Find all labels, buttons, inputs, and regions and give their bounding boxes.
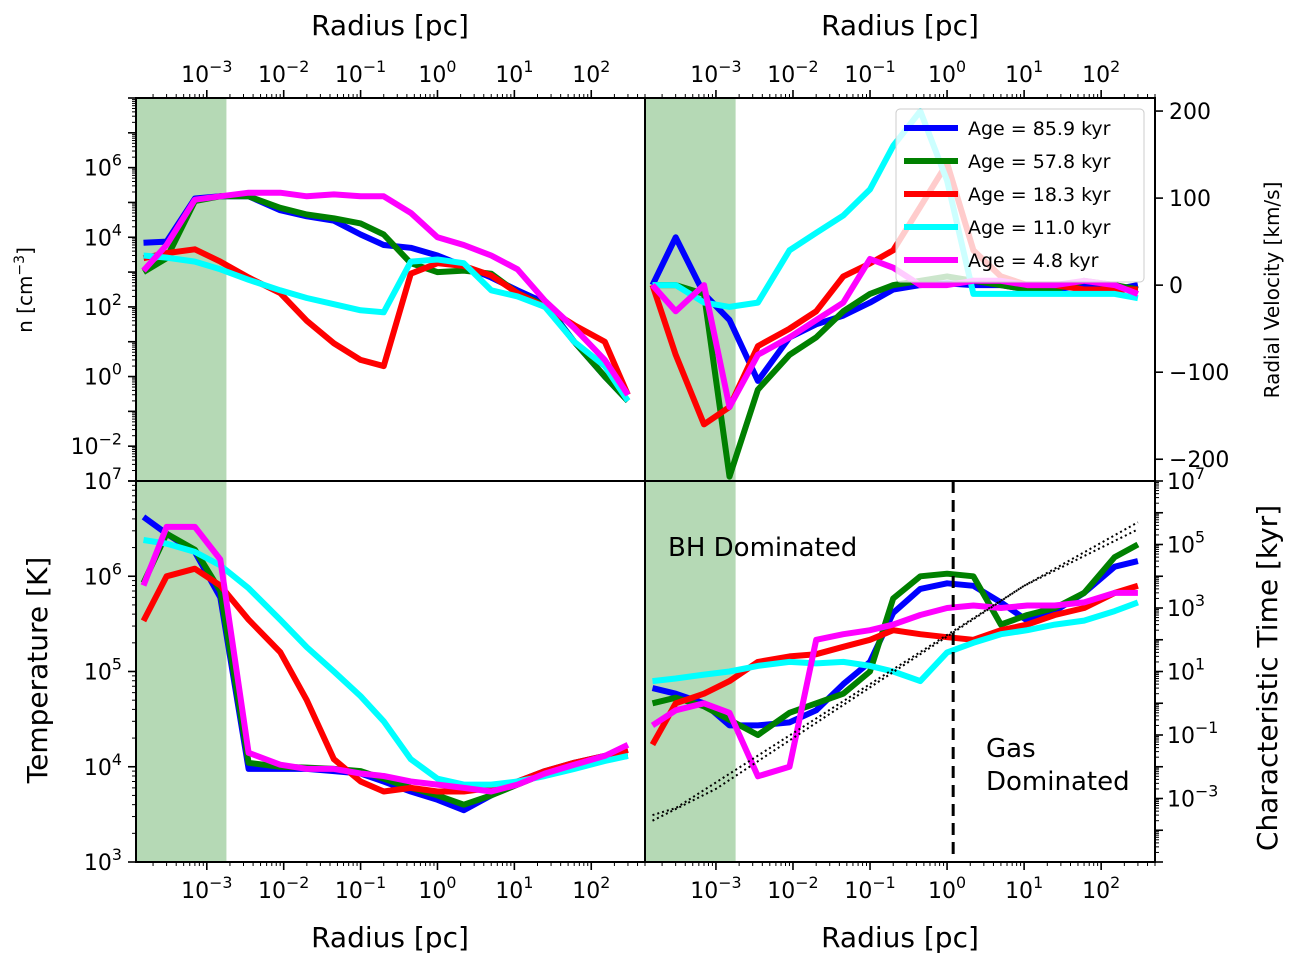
- y-tick-label: 100: [84, 360, 122, 391]
- y-tick-label: 106: [84, 151, 122, 182]
- y-tick-label: 104: [84, 220, 122, 251]
- x-tick-label: 100: [928, 873, 966, 904]
- series-line: [651, 558, 1139, 729]
- legend-label: Age = 11.0 kyr: [968, 217, 1111, 239]
- series-line: [141, 189, 631, 397]
- x-tick-label: 101: [495, 57, 533, 88]
- x-tick-label: 10−2: [767, 873, 818, 904]
- y-tick-label: 104: [84, 750, 122, 781]
- legend-label: Age = 18.3 kyr: [968, 184, 1111, 206]
- y-tick-label: 10−3: [1167, 782, 1218, 813]
- series-line: [652, 108, 1139, 310]
- y-tick-label: 200: [1169, 100, 1211, 125]
- y-tick-label: 107: [84, 464, 122, 495]
- x-tick-label: 10−1: [844, 873, 895, 904]
- x-tick-label: 100: [928, 57, 966, 88]
- x-tick-label: 10−2: [258, 57, 309, 88]
- y-tick-label: −100: [1169, 361, 1229, 386]
- temperature-y-label: Temperature [K]: [21, 557, 54, 784]
- bottom-left-x-label: Radius [pc]: [311, 921, 469, 954]
- panels: 10−3 10−2 10−1 100 101 10210−210010210410610−…: [71, 57, 1230, 904]
- series-group: [649, 108, 1139, 480]
- dotted-line: [652, 521, 1139, 822]
- dotted-line: [652, 528, 1139, 817]
- time-y-label: Characteristic Time [kyr]: [1251, 505, 1284, 851]
- series-line: [652, 273, 1139, 480]
- y-tick-label: 100: [1169, 187, 1211, 212]
- series-line: [650, 589, 1138, 780]
- series-line: [143, 252, 631, 403]
- panel-characteristic-time: 10−3 10−2 10−1 100 101 102 10−3 10−1 101 103 105 10…: [644, 464, 1218, 904]
- y-tick-label: −200: [1169, 448, 1229, 473]
- legend-label: Age = 57.8 kyr: [968, 151, 1111, 173]
- y-tick-label: 103: [1167, 591, 1205, 622]
- y-tick-label: 103: [84, 845, 122, 876]
- series-group: [141, 189, 631, 403]
- panel-radial-velocity: 10−3 10−2 10−1 100 101 102 −200 −100 0 100 200 Age …: [644, 57, 1229, 482]
- legend-label: Age = 4.8 kyr: [968, 250, 1099, 272]
- gas-label: Gas: [986, 734, 1036, 764]
- bh-dominated-label: BH Dominated: [668, 533, 857, 563]
- x-tick-label: 10−1: [335, 873, 386, 904]
- series-line: [652, 599, 1139, 685]
- x-tick-label: 10−3: [690, 873, 741, 904]
- y-tick-label: 10−1: [1167, 718, 1218, 749]
- x-tick-label: 10−2: [258, 873, 309, 904]
- x-tick-label: 10−1: [844, 57, 895, 88]
- gas-dominated-label: Dominated: [986, 767, 1130, 797]
- x-tick-label: 101: [1005, 873, 1043, 904]
- top-right-x-label: Radius [pc]: [821, 9, 979, 42]
- series-group: [140, 514, 630, 814]
- panel-temperature: 10−3 10−2 10−1 100 101 102 103 104 105 106 107: [84, 464, 646, 904]
- x-tick-label: 10−3: [181, 57, 232, 88]
- velocity-y-label: Radial Velocity [km/s]: [1260, 182, 1284, 399]
- y-tick-label: 10−2: [71, 429, 122, 460]
- density-y-label: n [cm−3]: [12, 247, 37, 333]
- series-group: [649, 481, 1140, 862]
- x-tick-label: 102: [572, 873, 610, 904]
- y-tick-label: 107: [1167, 464, 1205, 495]
- x-tick-label: 10−2: [767, 57, 818, 88]
- y-tick-label: 101: [1167, 655, 1205, 686]
- series-line: [140, 523, 630, 795]
- x-tick-label: 10−1: [335, 57, 386, 88]
- y-tick-label: 105: [1167, 528, 1205, 559]
- y-tick-label: 0: [1169, 274, 1183, 299]
- panel-density: 10−3 10−2 10−1 100 101 102 10−2 100 102 104 106: [71, 57, 646, 482]
- y-tick-label: 105: [84, 655, 122, 686]
- x-tick-label: 102: [1082, 57, 1120, 88]
- x-tick-label: 10−3: [690, 57, 741, 88]
- x-tick-label: 102: [572, 57, 610, 88]
- bottom-right-x-label: Radius [pc]: [821, 921, 979, 954]
- x-tick-label: 101: [495, 873, 533, 904]
- y-tick-label: 106: [84, 559, 122, 590]
- x-tick-label: 101: [1005, 57, 1043, 88]
- top-left-x-label: Radius [pc]: [311, 9, 469, 42]
- x-tick-label: 102: [1082, 873, 1120, 904]
- x-tick-label: 100: [418, 57, 456, 88]
- svg-text:n [cm−3]: n [cm−3]: [12, 247, 37, 333]
- series-line: [650, 256, 1139, 410]
- legend-box: [895, 108, 1145, 283]
- x-tick-label: 100: [418, 873, 456, 904]
- shaded-region: [136, 98, 227, 481]
- x-tick-label: 10−3: [181, 873, 232, 904]
- series-line: [649, 582, 1139, 747]
- y-tick-label: 102: [84, 290, 122, 321]
- legend-label: Age = 85.9 kyr: [968, 118, 1111, 140]
